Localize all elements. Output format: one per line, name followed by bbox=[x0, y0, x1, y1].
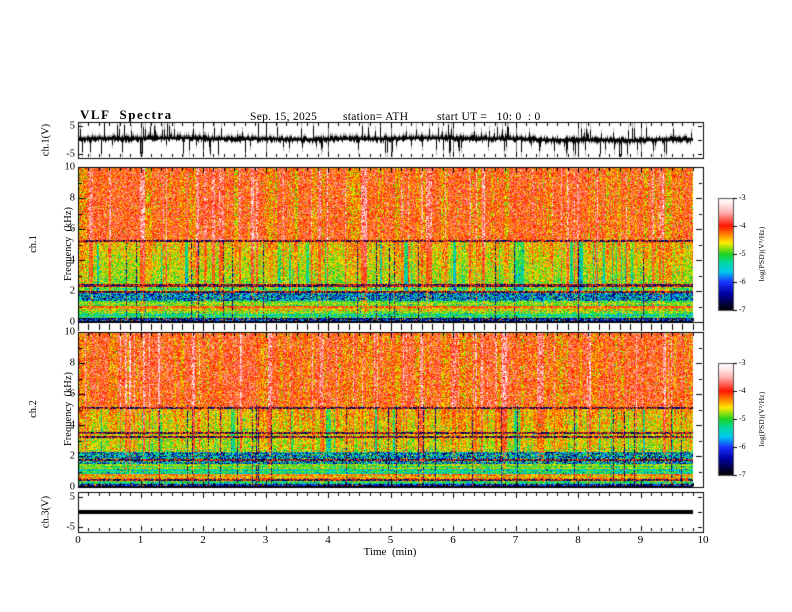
spec1-y-tick-label: 8 bbox=[69, 192, 75, 204]
x-tick-label: 9 bbox=[637, 534, 644, 546]
ch3-y-tick-label: 5 bbox=[69, 491, 75, 503]
ch1-y-tick-label: 5 bbox=[69, 120, 75, 132]
date-label: Sep. 15, 2025 bbox=[250, 111, 318, 123]
spec2-y-tick-label: 4 bbox=[69, 419, 75, 431]
spec2-y-tick-label: 6 bbox=[69, 388, 75, 400]
spec1-y-tick-label: 10 bbox=[64, 161, 76, 173]
spec2-axis-label-line1: ch.2 bbox=[28, 400, 39, 418]
spec1-axis-label-line2: Frequency (kHz) bbox=[62, 206, 74, 282]
ch3-y-tick-label: -5 bbox=[66, 521, 75, 533]
x-tick-label: 3 bbox=[262, 534, 269, 546]
colorbar2-tick-label: -5 bbox=[739, 413, 746, 423]
station-label: station= ATH bbox=[343, 111, 409, 123]
ch1-axis-label: ch.1(V) bbox=[40, 123, 52, 157]
spec2-y-tick-label: 8 bbox=[69, 357, 75, 369]
colorbar2-tick-label: -6 bbox=[739, 441, 746, 451]
spec2-y-tick-label: 2 bbox=[69, 450, 75, 462]
time-axis-label: Time (min) bbox=[363, 546, 417, 558]
ch1-y-tick-label: -5 bbox=[66, 148, 75, 160]
colorbar2-tick-label: -4 bbox=[739, 385, 746, 395]
x-tick-label: 7 bbox=[512, 534, 519, 546]
colorbar2-tick-label: -3 bbox=[739, 357, 746, 367]
colorbar2-label: log(PSD)(V²/Hz) bbox=[757, 391, 767, 447]
colorbar1-tick-label: -5 bbox=[739, 248, 746, 258]
ch3-axis-label: ch.3(V) bbox=[40, 495, 52, 529]
spec1-axis-label: ch.1 Frequency (kHz) bbox=[5, 207, 97, 281]
x-tick-label: 0 bbox=[75, 534, 81, 546]
x-tick-label: 2 bbox=[200, 534, 206, 546]
spec2-y-tick-label: 10 bbox=[64, 326, 76, 338]
colorbar1-tick-label: -4 bbox=[739, 220, 746, 230]
spec2-axis-label-line2: Frequency (kHz) bbox=[62, 371, 74, 447]
colorbar1-tick-label: -7 bbox=[739, 304, 746, 314]
colorbar1-tick-label: -3 bbox=[739, 192, 746, 202]
colorbar1-tick-label: -6 bbox=[739, 276, 746, 286]
spec1-y-tick-label: 4 bbox=[69, 254, 75, 266]
start-ut-label: start UT = 10: 0 : 0 bbox=[437, 111, 541, 123]
colorbar1-label: log(PSD)(V²/Hz) bbox=[757, 226, 767, 282]
x-tick-label: 8 bbox=[575, 534, 581, 546]
x-tick-label: 5 bbox=[387, 534, 394, 546]
x-tick-label: 4 bbox=[325, 534, 331, 546]
spec1-y-tick-label: 2 bbox=[69, 285, 75, 297]
spec1-y-tick-label: 0 bbox=[69, 316, 75, 328]
spec1-y-tick-label: 6 bbox=[69, 223, 75, 235]
spec2-y-tick-label: 0 bbox=[69, 481, 75, 493]
x-tick-label: 6 bbox=[450, 534, 456, 546]
x-tick-label: 10 bbox=[697, 534, 709, 546]
spec1-axis-label-line1: ch.1 bbox=[28, 235, 39, 253]
x-tick-label: 1 bbox=[137, 534, 144, 546]
spec2-axis-label: ch.2 Frequency (kHz) bbox=[5, 372, 97, 446]
colorbar2-tick-label: -7 bbox=[739, 469, 746, 479]
figure-title: VLF Spectra bbox=[80, 107, 173, 122]
